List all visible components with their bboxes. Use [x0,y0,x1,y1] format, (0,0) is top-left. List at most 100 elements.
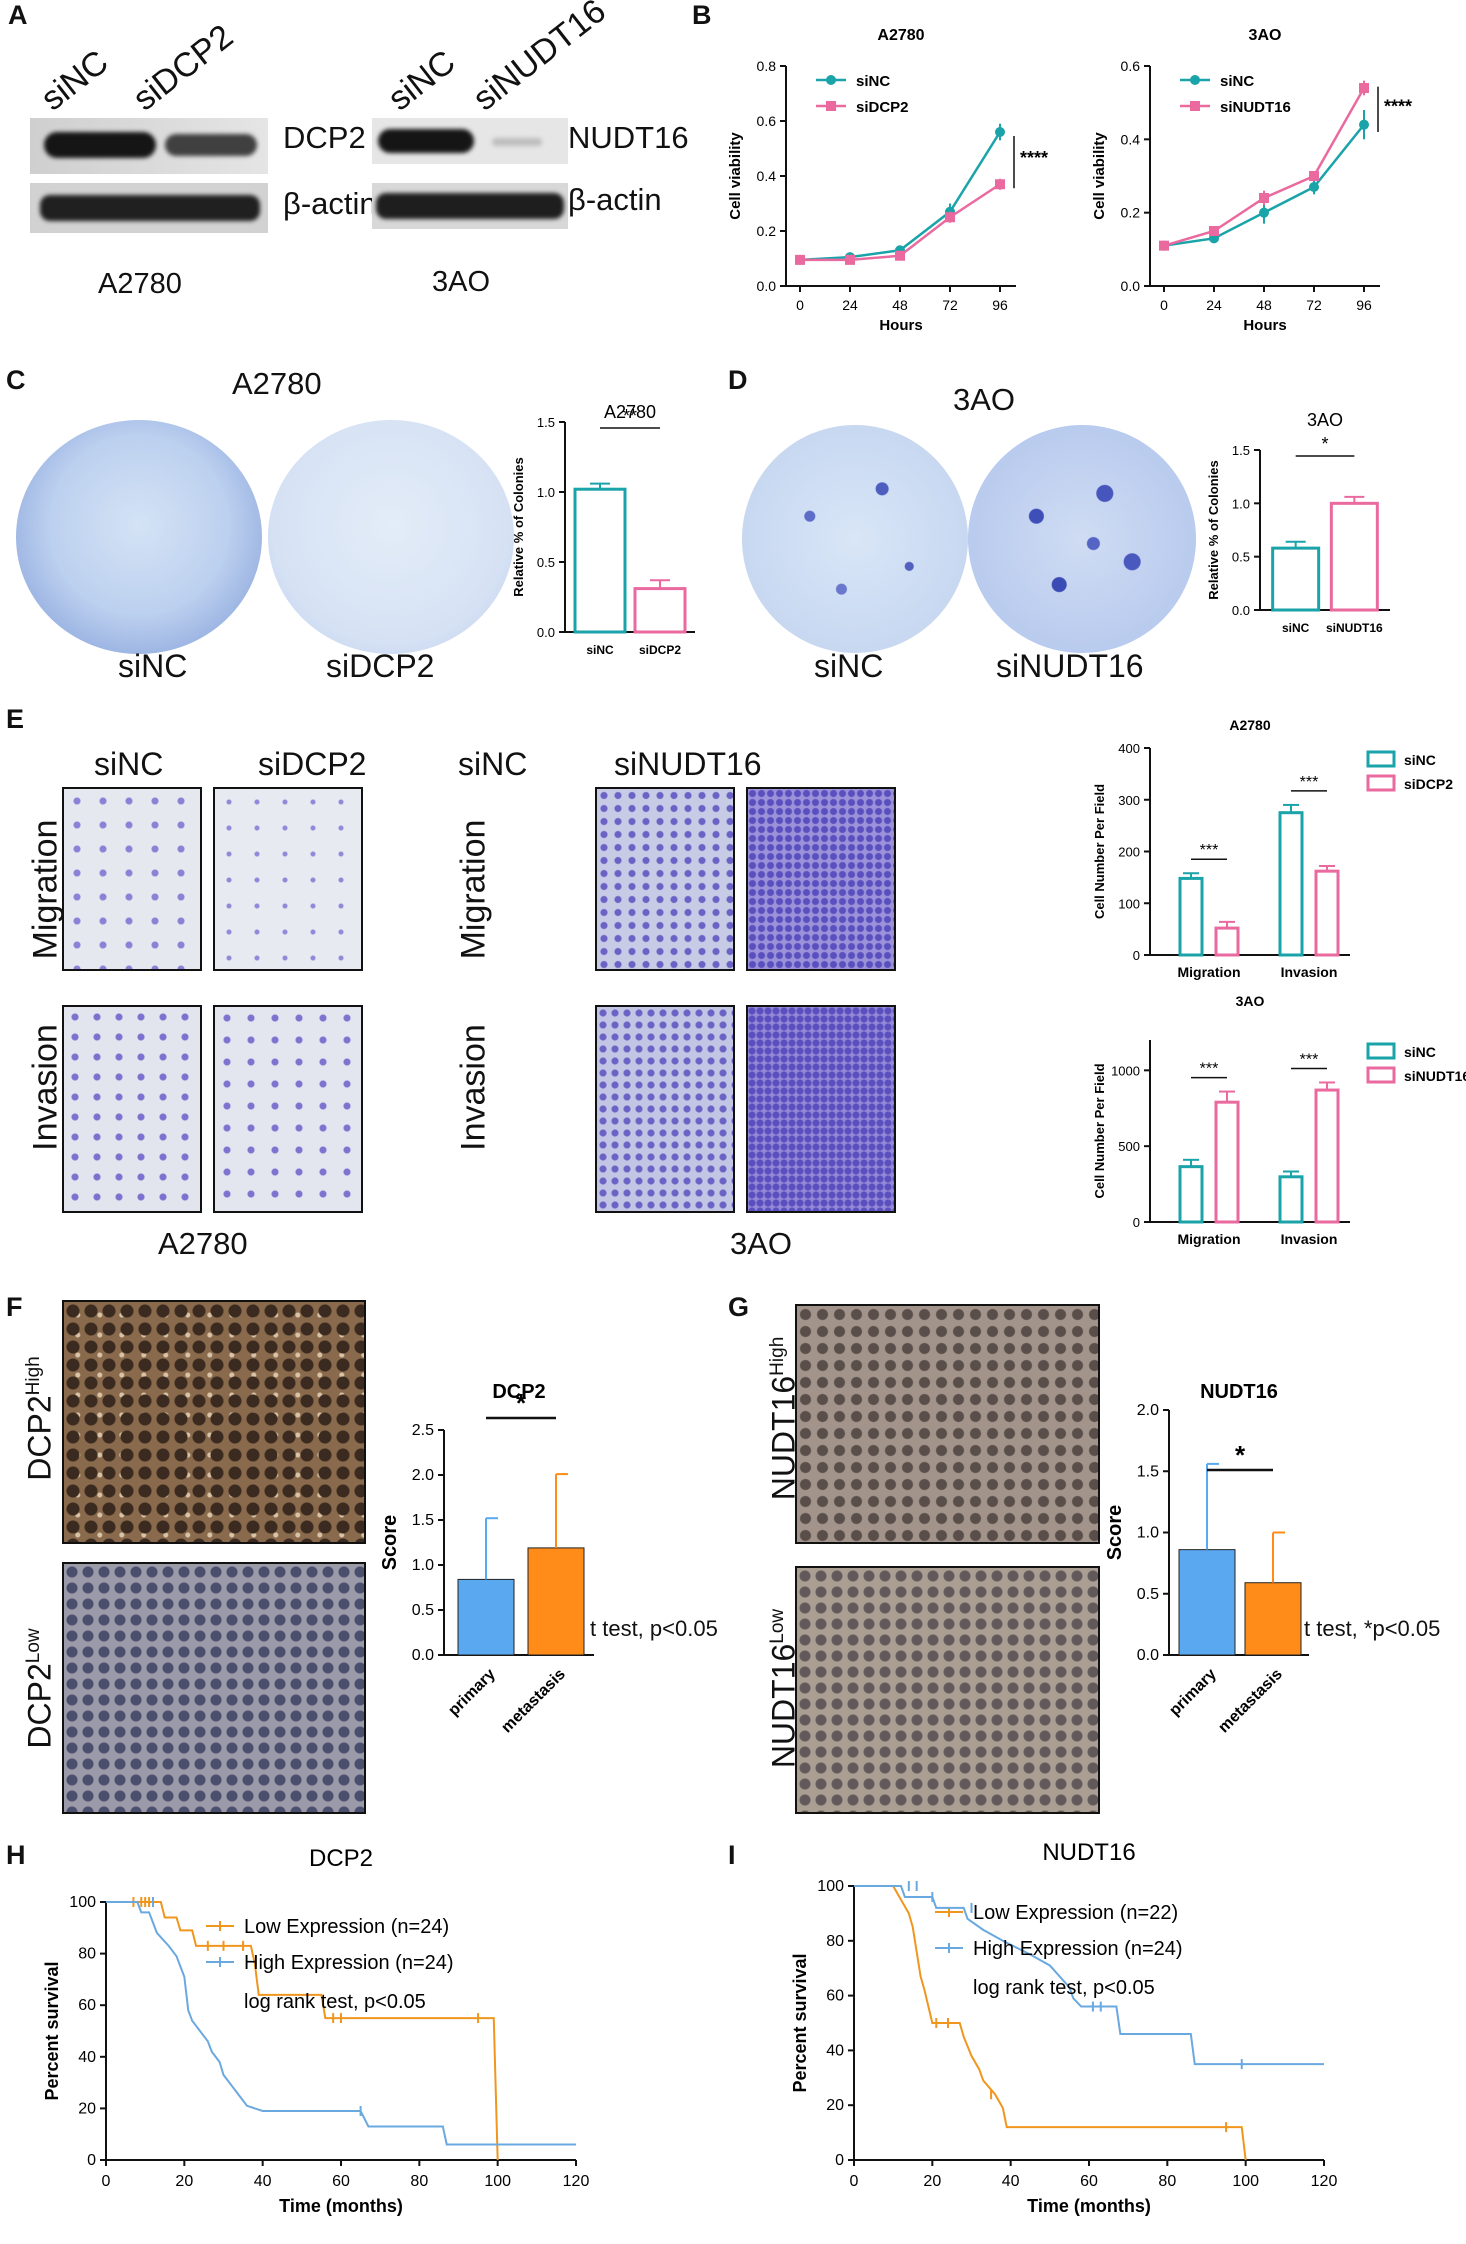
significance-mark: *** [1300,1051,1319,1068]
row-label: NUDT16High [766,1319,803,1519]
blot-band-nudt16 [372,118,568,164]
y-tick-label: 0 [1133,1215,1140,1230]
y-tick-label: 0.8 [757,58,777,74]
y-tick-label: 80 [78,1946,96,1963]
significance-mark: ** [623,406,637,426]
legend-marker [1190,75,1200,85]
x-tick-label: Invasion [1281,1231,1338,1247]
bar [1214,1100,1240,1224]
colony-dish-sinudt16 [968,425,1196,653]
blot-lane-label: siNC [33,42,116,119]
row-label-level: Low [22,1628,44,1664]
y-tick-label: 0.4 [757,168,777,184]
survival-curve [854,1885,1247,2161]
blot-band-actin [372,183,568,229]
colony-dish-sidcp2 [268,420,514,654]
transwell-image [746,787,896,971]
panel-label-f: F [6,1292,23,1322]
bar [527,1547,585,1656]
chart-title: 3AO [1307,410,1343,430]
x-tick-label: Migration [1178,1231,1241,1247]
data-point [1359,83,1369,93]
significance-mark: **** [1020,148,1048,168]
dish-label: siNUDT16 [996,648,1144,684]
cell-label: A2780 [158,1226,248,1261]
x-tick-label: 80 [410,2173,428,2190]
panel-label-g: G [728,1292,750,1322]
row-label: DCP2Low [22,1609,59,1769]
blot-lane-label: siNUDT16 [465,0,613,119]
bar [1178,876,1204,957]
data-point [1359,119,1369,130]
y-tick-label: 1.5 [1137,1463,1159,1480]
stat-note: t test, p<0.05 [590,1616,718,1641]
blot-cell-label: A2780 [98,268,182,300]
col-label: siNC [458,746,528,782]
x-tick-label: 20 [175,2173,193,2190]
y-tick-label: 0.5 [1137,1586,1159,1603]
bar [633,587,687,634]
x-tick-label: 100 [484,2173,511,2190]
legend-label: siNUDT16 [1220,99,1291,116]
legend-label: siNC [1220,73,1254,90]
row-label-level: High [766,1336,788,1376]
blot-band-actin [30,183,268,233]
panel-label-h: H [6,1840,26,1870]
y-tick-label: 40 [826,2042,844,2059]
legend-label: siDCP2 [856,99,909,116]
colony-dish-sinc [742,425,968,653]
y-axis-label: Cell Number Per Field [1092,1063,1107,1198]
chart-e-a2780: A2780 0 100 200 300 400 Cell Number Per Field M… [1092,717,1453,980]
legend-label: Low Expression (n=24) [244,1916,449,1938]
row-label-level: High [22,1356,44,1396]
legend-label: siNC [1404,752,1436,768]
x-tick-label: 40 [1002,2173,1020,2190]
bar [1244,1582,1302,1656]
chart-e-3ao: 3AO 0 500 1000 Cell Number Per Field Migratio… [1092,993,1466,1247]
y-tick-label: 500 [1118,1139,1140,1154]
y-tick-label: 0.5 [537,555,555,570]
legend-swatch [1366,1066,1396,1084]
colony-dish-sinc [16,420,262,654]
y-tick-label: 400 [1118,741,1140,756]
bar [457,1578,515,1656]
y-axis-label: Cell viability [1091,132,1108,220]
y-axis-label: Cell Number Per Field [1092,784,1107,919]
data-point [1259,193,1269,203]
row-label-gene: NUDT16 [765,1643,802,1769]
row-label: NUDT16Low [766,1589,803,1789]
y-tick-label: 0 [835,2152,844,2169]
x-tick-label: 72 [1306,297,1322,313]
y-tick-label: 0.6 [1121,58,1141,74]
panel-label-d: D [728,365,748,395]
blot-cell-label: 3AO [432,266,491,298]
x-tick-label: 0 [850,2173,859,2190]
chart-title: DCP2 [309,1845,373,1872]
bar [1178,1165,1204,1224]
y-tick-label: 1.0 [1137,1525,1159,1542]
y-tick-label: 300 [1118,793,1140,808]
y-tick-label: 1.0 [537,485,555,500]
transwell-image [746,1005,896,1213]
x-tick-label: Invasion [1281,964,1338,980]
x-tick-label: 80 [1158,2173,1176,2190]
y-tick-label: 2.0 [1137,1402,1159,1419]
x-tick-label: siNC [586,643,614,657]
col-label: siNC [94,746,164,782]
bar [1214,926,1240,957]
data-point [995,127,1005,137]
x-tick-label: primary [1166,1666,1220,1720]
y-tick-label: 0 [87,2152,96,2169]
chart-title: NUDT16 [1200,1381,1278,1403]
y-tick-label: 0.0 [537,625,555,640]
data-point [1159,240,1169,251]
y-tick-label: 0.0 [412,1647,434,1664]
legend-label: siDCP2 [1404,776,1453,792]
y-tick-label: 1.5 [537,415,555,430]
x-tick-label: 60 [1080,2173,1098,2190]
legend-swatch [1366,750,1396,768]
x-axis-label: Time (months) [1027,2196,1151,2216]
panel-title: 3AO [953,382,1016,417]
x-axis-label: Hours [1243,317,1286,334]
panel-label-i: I [728,1840,736,1870]
